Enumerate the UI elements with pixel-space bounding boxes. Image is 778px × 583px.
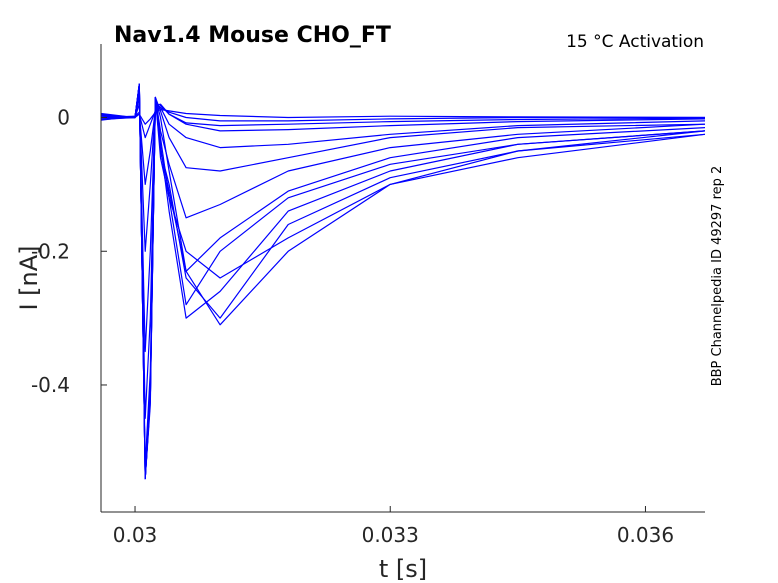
- y-tick-label: -0.2: [31, 239, 70, 263]
- y-tick-label: -0.4: [31, 373, 70, 397]
- chart-subtitle: 15 °C Activation: [566, 32, 704, 52]
- current-trace-12: [101, 83, 705, 480]
- y-tick-label: 0: [57, 106, 70, 130]
- chart-title: Nav1.4 Mouse CHO_FT: [114, 23, 391, 48]
- current-trace-10: [101, 83, 705, 480]
- x-axis-label: t [s]: [379, 555, 427, 583]
- y-axis-label: I [nA]: [15, 245, 43, 310]
- current-trace-11: [101, 83, 705, 480]
- current-trace-7: [101, 86, 705, 466]
- current-trace-9: [101, 83, 705, 480]
- current-trace-8: [101, 83, 705, 480]
- current-trace-6: [101, 90, 705, 419]
- y-ticks: 0 -0.2 -0.4: [31, 106, 107, 397]
- axes: [100, 44, 705, 513]
- x-tick-label: 0.033: [362, 523, 419, 547]
- x-ticks: 0.03 0.033 0.036: [113, 506, 674, 547]
- x-tick-label: 0.036: [617, 523, 674, 547]
- x-tick-label: 0.03: [113, 523, 158, 547]
- channelpedia-id-note: BBP Channelpedia ID 49297 rep 2: [710, 166, 725, 387]
- current-trace-1: [101, 108, 705, 125]
- current-trace-13: [101, 83, 705, 480]
- traces-group: [101, 83, 705, 480]
